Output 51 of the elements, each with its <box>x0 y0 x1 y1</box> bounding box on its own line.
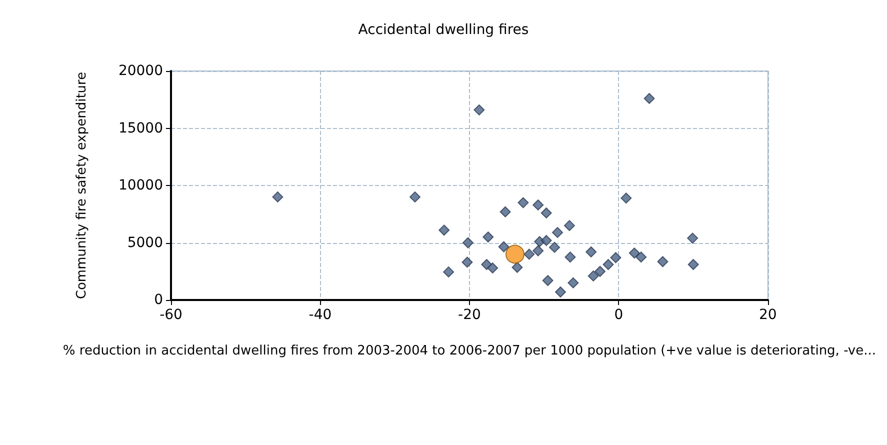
point <box>512 262 523 273</box>
x-tick-label: -20 <box>458 307 481 323</box>
x-tick-label: 20 <box>759 307 777 323</box>
point <box>564 252 576 263</box>
point <box>462 237 474 248</box>
x-tick-label: -60 <box>160 307 182 323</box>
point <box>482 232 494 243</box>
point <box>688 259 699 270</box>
point <box>532 245 544 256</box>
y-tick-label: 0 <box>154 292 163 308</box>
point <box>628 248 640 259</box>
point <box>610 252 622 264</box>
point <box>594 266 606 277</box>
point <box>540 207 552 218</box>
point <box>636 252 647 263</box>
point <box>588 270 599 282</box>
point <box>272 191 284 202</box>
point <box>409 191 420 202</box>
point <box>657 256 668 268</box>
point <box>586 246 597 258</box>
point <box>462 256 473 268</box>
y-tick-label: 15000 <box>118 120 163 136</box>
point <box>564 220 575 232</box>
point <box>542 275 554 286</box>
y-tick-label: 20000 <box>118 63 163 79</box>
point <box>438 224 450 236</box>
y-tick-label: 10000 <box>118 178 163 194</box>
point <box>549 242 560 253</box>
x-tick-label: 0 <box>614 307 624 323</box>
point <box>554 286 566 298</box>
x-axis-title: % reduction in accidental dwelling fires from 2003-2004 to 2006-2007 per 1000 population (+ve value is deteriorating, -ve... <box>62 344 876 358</box>
point <box>500 206 511 218</box>
chart-title: Accidental dwelling fires <box>358 22 529 38</box>
point <box>532 199 544 210</box>
point <box>474 104 485 116</box>
point <box>687 232 698 244</box>
point <box>552 226 564 238</box>
x-tick-label: -40 <box>308 307 332 323</box>
point <box>498 241 510 252</box>
point <box>524 248 535 260</box>
point <box>568 277 579 288</box>
point <box>443 266 454 278</box>
point <box>487 262 498 274</box>
point <box>506 244 524 264</box>
point <box>602 259 614 270</box>
y-axis-title: Community fire safety expenditure <box>74 72 90 300</box>
point <box>540 234 552 246</box>
point <box>620 192 632 204</box>
point <box>518 197 529 208</box>
point <box>644 92 655 104</box>
y-tick-label: 5000 <box>127 234 163 251</box>
